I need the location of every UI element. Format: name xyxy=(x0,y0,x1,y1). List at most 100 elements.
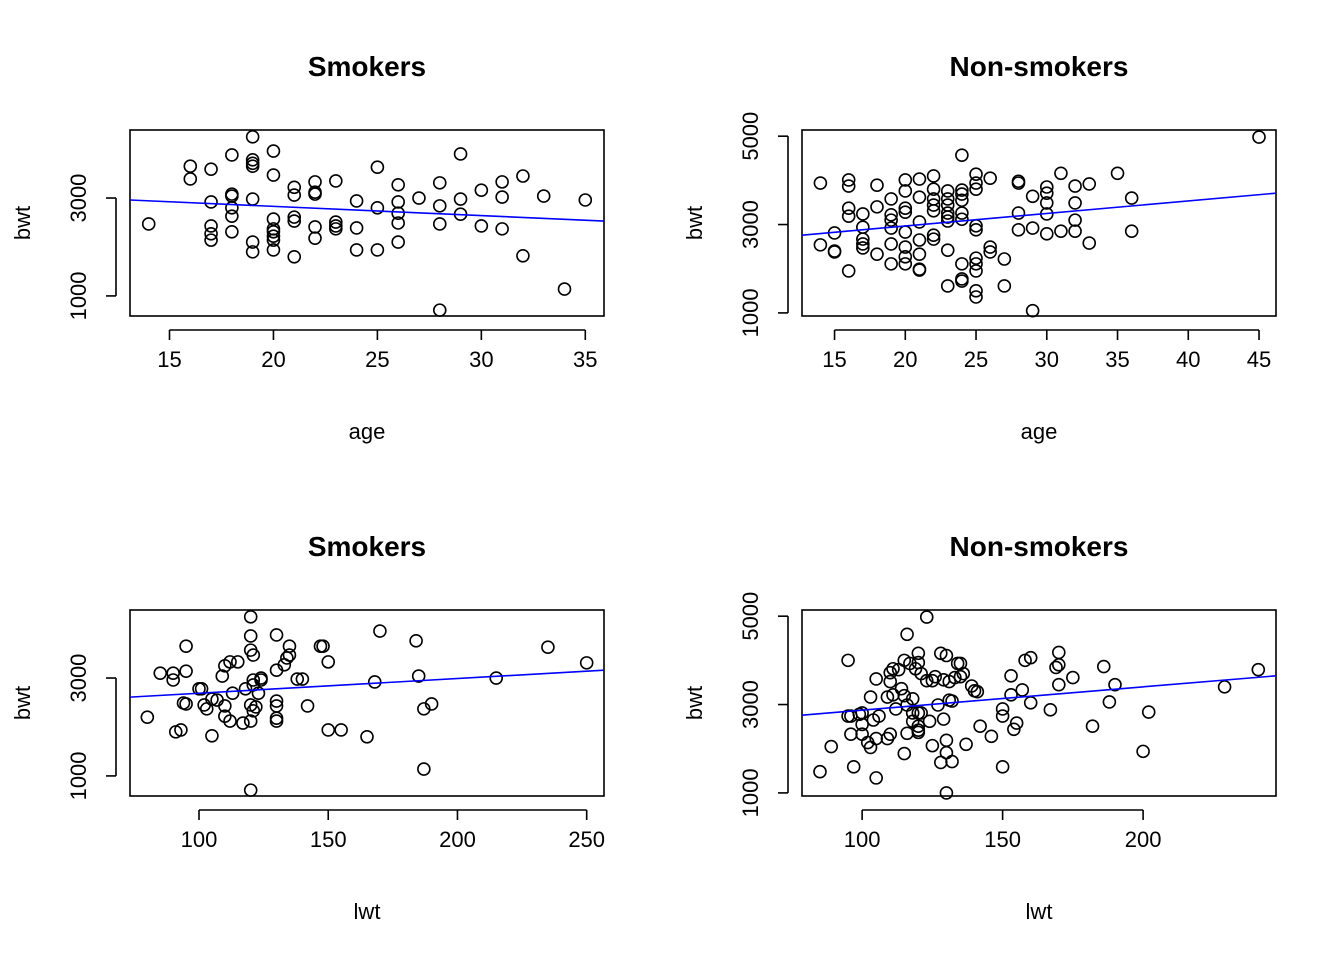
point xyxy=(1066,670,1080,685)
point xyxy=(238,682,253,696)
x-tick-label: 100 xyxy=(181,827,218,852)
point xyxy=(884,257,898,271)
point xyxy=(308,231,322,245)
plot-box xyxy=(129,129,605,317)
point xyxy=(953,669,968,684)
x-axis-label: lwt xyxy=(354,899,381,924)
point xyxy=(945,694,959,708)
point xyxy=(391,206,405,221)
x-tick-label: 35 xyxy=(573,347,597,372)
point xyxy=(1004,669,1018,683)
point xyxy=(249,700,263,714)
point xyxy=(140,710,155,724)
point xyxy=(939,745,954,760)
point xyxy=(955,212,969,227)
point xyxy=(578,193,593,207)
point xyxy=(282,639,297,654)
point xyxy=(863,690,878,704)
point xyxy=(266,225,281,239)
y-tick-label: 3000 xyxy=(66,174,91,223)
point xyxy=(225,686,240,701)
point xyxy=(884,192,898,206)
point xyxy=(884,237,898,251)
point xyxy=(230,655,245,669)
point xyxy=(243,629,258,643)
point xyxy=(349,194,364,208)
point xyxy=(912,233,927,247)
point xyxy=(411,669,426,683)
point xyxy=(412,191,426,205)
y-tick-label: 1000 xyxy=(66,751,91,800)
point xyxy=(204,219,218,233)
point xyxy=(911,719,926,733)
point xyxy=(166,673,180,687)
x-axis-label: age xyxy=(1021,419,1058,444)
x-tick-label: 15 xyxy=(822,347,846,372)
point xyxy=(939,733,954,748)
point xyxy=(367,675,382,689)
point xyxy=(516,248,530,263)
point xyxy=(969,223,983,237)
point xyxy=(841,201,856,215)
point xyxy=(1039,196,1054,210)
point xyxy=(872,709,886,723)
point xyxy=(179,664,193,678)
point xyxy=(179,697,193,711)
point xyxy=(856,207,870,221)
x-axis-label: lwt xyxy=(1026,899,1053,924)
point xyxy=(536,189,551,203)
x-tick-label: 15 xyxy=(157,347,181,372)
x-tick-label: 150 xyxy=(310,827,347,852)
point xyxy=(926,232,941,246)
point xyxy=(1009,716,1024,730)
point xyxy=(973,719,987,733)
point xyxy=(940,184,955,198)
point xyxy=(912,172,927,186)
point xyxy=(911,646,926,661)
x-tick-label: 25 xyxy=(964,347,988,372)
point xyxy=(474,219,489,233)
point xyxy=(898,205,913,219)
point xyxy=(841,209,856,223)
point xyxy=(1082,177,1097,191)
point xyxy=(844,727,858,741)
point xyxy=(969,167,983,181)
point xyxy=(912,247,927,261)
point xyxy=(889,702,903,716)
point xyxy=(1068,213,1082,227)
point xyxy=(856,220,870,234)
point xyxy=(287,214,302,228)
chart-title: Smokers xyxy=(308,531,426,562)
point xyxy=(900,627,914,642)
point xyxy=(1023,650,1038,665)
point xyxy=(204,233,218,247)
point xyxy=(349,243,364,257)
point xyxy=(1025,221,1040,235)
point xyxy=(955,187,969,201)
y-tick-label: 5000 xyxy=(738,112,763,161)
point xyxy=(995,709,1010,723)
x-tick-label: 200 xyxy=(439,827,476,852)
point xyxy=(1102,695,1117,709)
point xyxy=(945,754,959,769)
point xyxy=(1252,130,1266,144)
point xyxy=(1023,695,1038,710)
point xyxy=(290,672,305,686)
point xyxy=(855,717,869,732)
x-tick-label: 45 xyxy=(1247,347,1271,372)
point xyxy=(894,681,909,696)
point xyxy=(856,241,870,255)
point xyxy=(953,656,968,671)
point xyxy=(870,178,884,193)
point xyxy=(959,737,973,752)
y-tick-label: 3000 xyxy=(738,200,763,249)
x-tick-label: 250 xyxy=(568,827,605,852)
point xyxy=(1054,166,1068,181)
point xyxy=(1011,206,1026,220)
point xyxy=(870,247,884,261)
point xyxy=(243,783,258,797)
point xyxy=(969,264,983,278)
point xyxy=(417,702,431,716)
point xyxy=(236,716,250,730)
